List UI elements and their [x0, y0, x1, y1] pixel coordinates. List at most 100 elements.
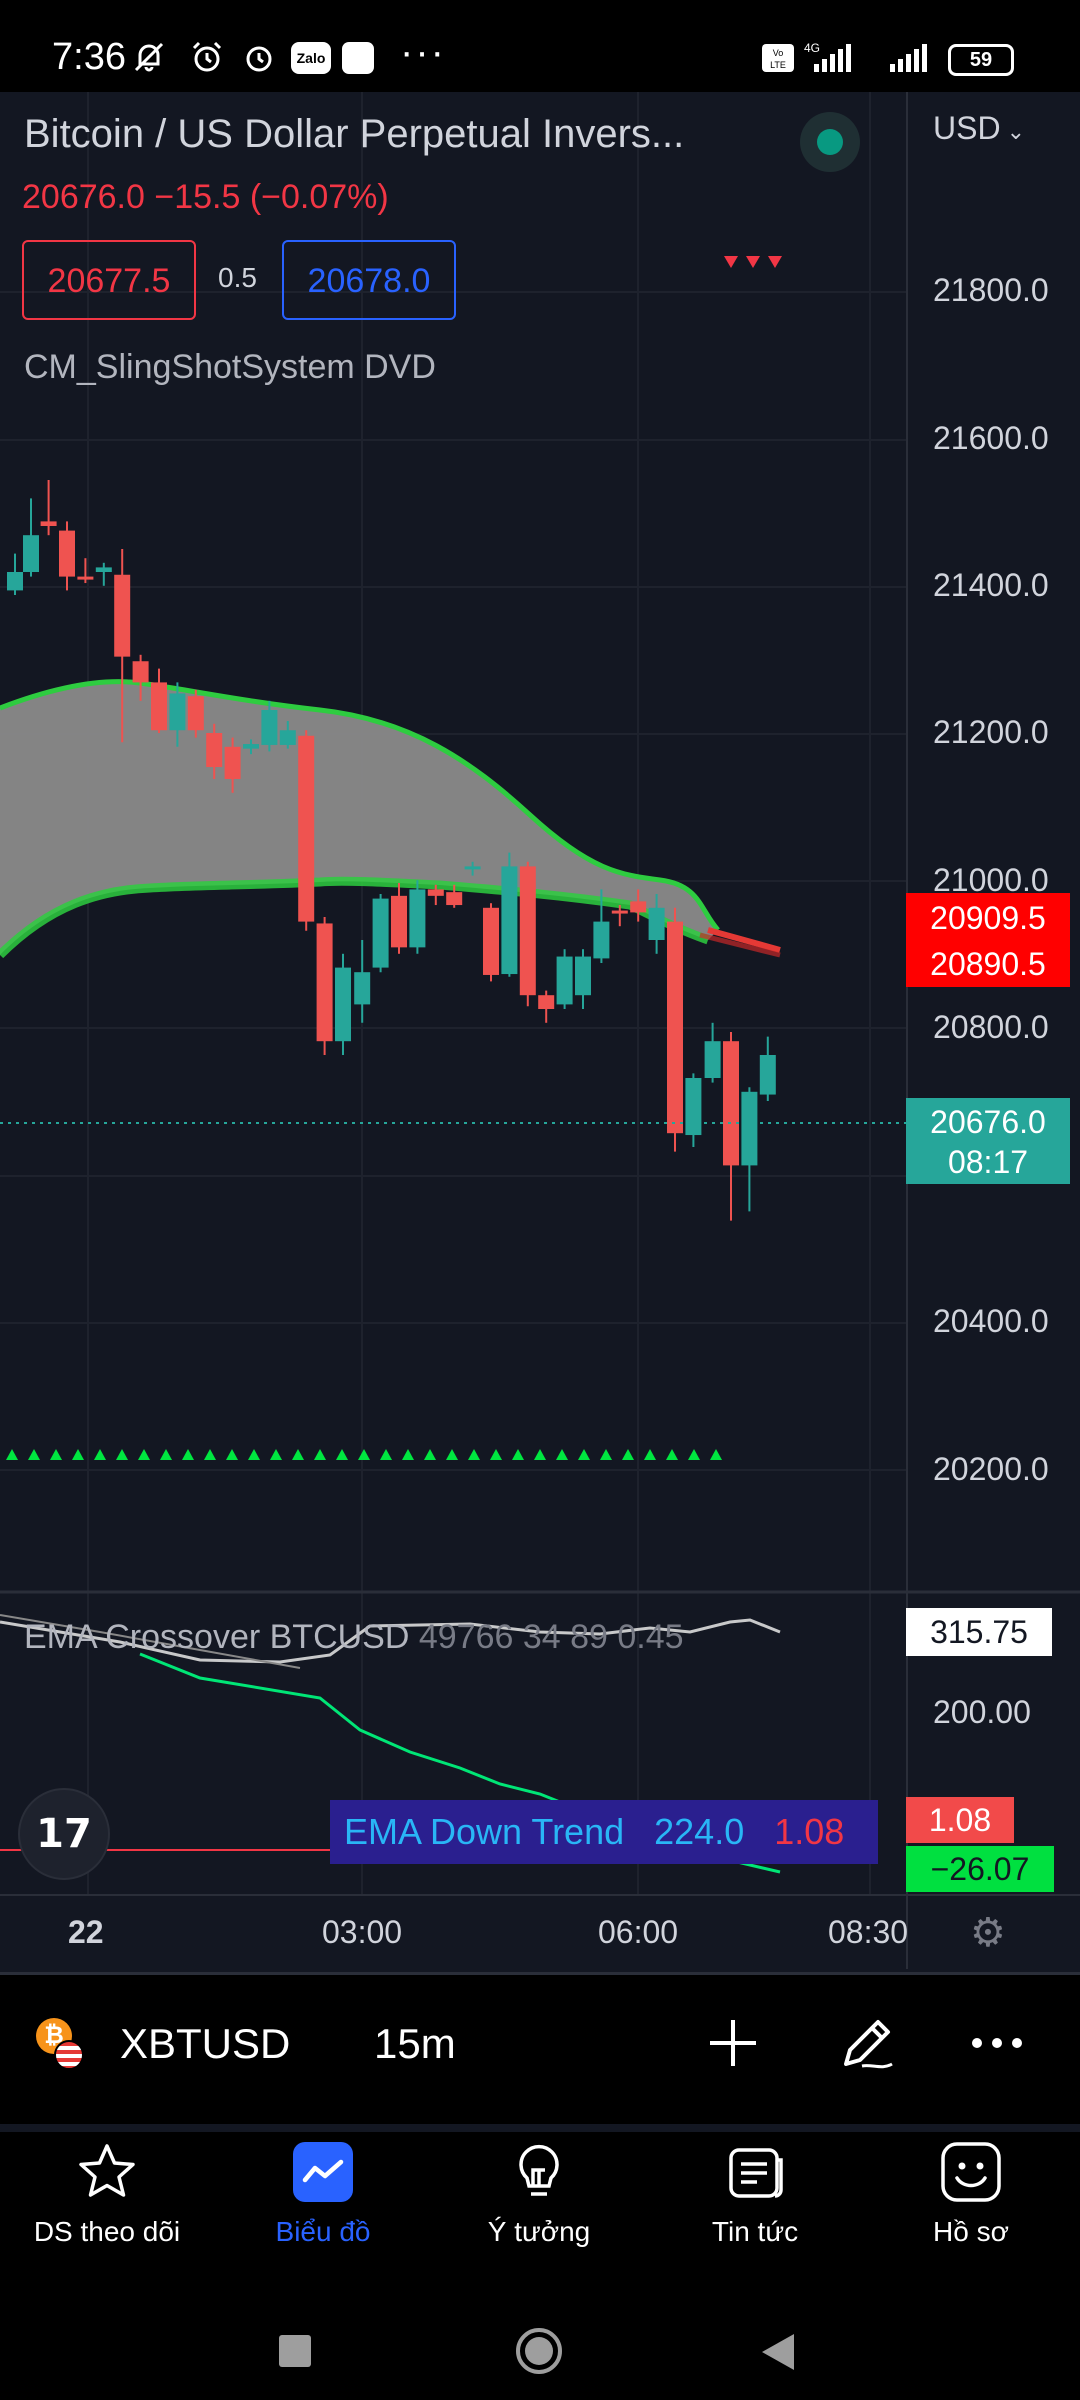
- indicator-legend[interactable]: CM_SlingShotSystem DVD: [24, 348, 436, 386]
- ema-legend-values: 49766 34 89 0.45: [418, 1618, 684, 1656]
- candle-up: [335, 967, 351, 1042]
- price-axis-label: 21800.0: [933, 272, 1049, 308]
- buy-signal-triangle: [512, 1449, 524, 1460]
- chart-toolbar: [0, 1972, 1080, 2124]
- tradingview-logo-icon[interactable]: 𝟭𝟳: [18, 1788, 110, 1880]
- candle-down: [40, 521, 57, 526]
- bottom-navigation: [0, 2124, 1080, 2294]
- buy-signal-triangle: [358, 1449, 370, 1460]
- ema-cross-red: [707, 927, 781, 953]
- buy-signal-triangle: [688, 1449, 700, 1460]
- nav-label: DS theo dõi: [33, 2216, 181, 2247]
- buy-signal-triangle: [226, 1449, 238, 1460]
- nav-profile[interactable]: Hồ sơ: [871, 2140, 1071, 2248]
- ema-slow-line: [0, 876, 710, 959]
- time-axis-label: 22: [68, 1914, 104, 1950]
- star-icon: [79, 2144, 135, 2197]
- buy-signal-triangle: [578, 1449, 590, 1460]
- candle-up: [648, 907, 665, 940]
- more-options-icon[interactable]: [962, 2008, 1032, 2078]
- nav-ideas[interactable]: Ý tưởng: [439, 2140, 639, 2248]
- ema-fast-line: [0, 679, 720, 932]
- buy-signal-triangle: [116, 1449, 128, 1460]
- candle-down: [224, 746, 241, 779]
- candle-up: [464, 866, 481, 870]
- spread-value: 0.5: [218, 262, 257, 293]
- currency-selector[interactable]: USD ⌄: [933, 110, 1025, 147]
- candle-down: [151, 682, 167, 731]
- system-navigation-bar: [0, 2294, 1080, 2400]
- buy-price-button[interactable]: 20678.0: [282, 240, 456, 320]
- candle-down: [427, 889, 444, 896]
- chart-canvas[interactable]: [0, 92, 1080, 1972]
- candle-up: [704, 1041, 721, 1078]
- candle-up: [685, 1078, 702, 1136]
- ema-legend-name: EMA Crossover BTCUSD: [24, 1618, 410, 1656]
- buy-signal-triangle: [292, 1449, 304, 1460]
- battery-icon: 59: [948, 44, 1014, 76]
- candle-up: [759, 1055, 776, 1095]
- ema-pane-gray-line: [0, 1614, 301, 1669]
- buy-signal-triangle: [72, 1449, 84, 1460]
- buy-signal-triangle: [94, 1449, 106, 1460]
- add-icon[interactable]: [698, 2008, 768, 2078]
- profile-icon: [941, 2142, 1001, 2202]
- symbol-title[interactable]: Bitcoin / US Dollar Perpetual Invers...: [24, 112, 685, 156]
- candle-down: [519, 866, 536, 996]
- lightbulb-icon: [519, 2144, 559, 2196]
- buy-signal-triangle: [204, 1449, 216, 1460]
- candle-down: [114, 574, 131, 657]
- price-axis-label: 21400.0: [933, 567, 1049, 603]
- candle-down: [206, 733, 223, 768]
- recents-icon[interactable]: [278, 2334, 312, 2368]
- candle-up: [23, 535, 39, 572]
- chart-plot[interactable]: [0, 0, 1080, 1972]
- time-axis-label: 06:00: [598, 1914, 679, 1950]
- time-axis-label: 03:00: [322, 1914, 403, 1950]
- nav-news[interactable]: Tin tức: [655, 2140, 855, 2248]
- price-axis-label: 20400.0: [933, 1303, 1049, 1339]
- more-notifications-icon: ···: [400, 30, 446, 74]
- candle-down: [77, 576, 94, 580]
- sell-price-button[interactable]: 20677.5: [22, 240, 196, 320]
- svg-text:LTE: LTE: [770, 60, 786, 70]
- price-axis-label: 20200.0: [933, 1451, 1049, 1487]
- candle-down: [59, 530, 75, 577]
- ema-crossover-legend[interactable]: EMA Crossover BTCUSD 49766 34 89 0.45: [24, 1618, 684, 1657]
- signal-icon: Vo LTE 4G: [762, 41, 927, 72]
- chart-settings-gear-icon[interactable]: ⚙: [970, 1911, 1006, 1955]
- candle-up: [261, 710, 278, 745]
- candle-down: [630, 901, 647, 913]
- home-icon[interactable]: [514, 2326, 564, 2376]
- nav-watchlist[interactable]: DS theo dõi: [7, 2140, 207, 2248]
- candle-down: [611, 910, 628, 914]
- candle-down: [391, 895, 407, 948]
- interval-selector[interactable]: 15m: [374, 2020, 456, 2067]
- ema-trend-label: EMA Down Trend: [344, 1811, 625, 1852]
- candle-up: [372, 898, 389, 968]
- drawing-pencil-icon[interactable]: [832, 2008, 902, 2078]
- candle-up: [741, 1091, 758, 1166]
- ema-trend-value1: 224.0: [654, 1811, 745, 1852]
- ema-fast-price-tag: 20909.5: [930, 900, 1046, 936]
- candle-down: [483, 907, 499, 975]
- symbol-selector[interactable]: XBTUSD: [120, 2020, 291, 2067]
- ema-pane-tag-red: 1.08: [906, 1797, 1014, 1843]
- news-icon: [729, 2148, 783, 2198]
- candle-up: [593, 921, 610, 959]
- buy-signal-triangle: [50, 1449, 62, 1460]
- nav-chart[interactable]: Biểu đồ: [223, 2140, 423, 2248]
- last-price-tag: 20676.0 08:17: [906, 1098, 1070, 1184]
- ema-pane-tag-green: −26.07: [906, 1846, 1054, 1892]
- candle-down: [667, 921, 683, 1134]
- buy-signal-triangle: [556, 1449, 568, 1460]
- market-status-icon[interactable]: [800, 112, 860, 172]
- buy-signal-triangle: [28, 1449, 40, 1460]
- candle-up: [409, 889, 426, 948]
- app-notification-icon: [342, 42, 374, 74]
- back-icon[interactable]: [760, 2332, 796, 2372]
- candle-up: [7, 572, 23, 591]
- candle-down: [538, 995, 555, 1009]
- buy-signal-triangle: [314, 1449, 326, 1460]
- buy-signal-triangle: [402, 1449, 414, 1460]
